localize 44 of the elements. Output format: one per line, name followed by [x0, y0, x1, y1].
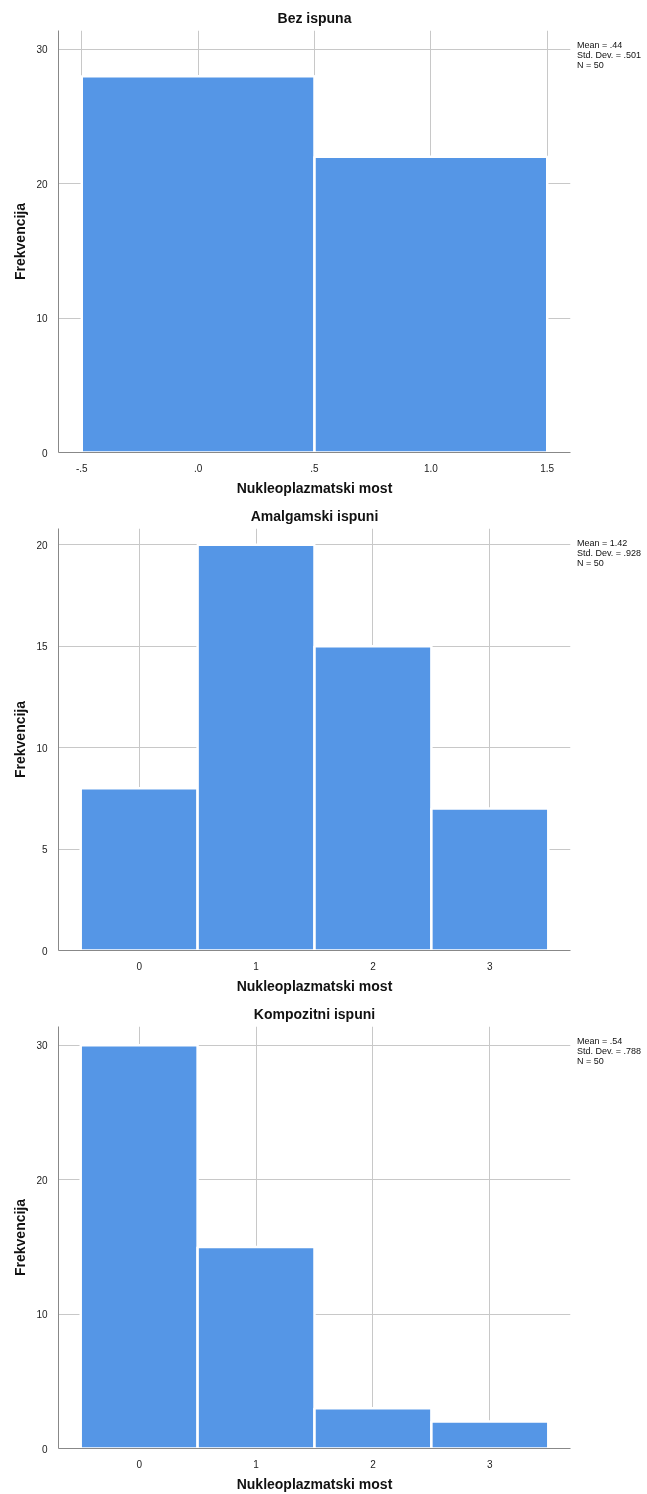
y-tick-label: 0 — [41, 447, 48, 459]
text: Mean = .44 — [577, 40, 624, 50]
x-tick-label: 3 — [487, 960, 494, 972]
y-tick-label: 15 — [36, 641, 48, 653]
y-tick-label: 10 — [36, 313, 48, 325]
y-tick-label: 30 — [36, 1040, 48, 1052]
chart-title: Kompozitni ispuni — [253, 1005, 376, 1022]
x-tick-label: 3 — [487, 1458, 494, 1470]
x-axis-title: Nukleoplazmatski most — [236, 977, 393, 994]
x-tick-label: 0 — [136, 1458, 143, 1470]
text: Std. Dev. = .788 — [577, 1046, 642, 1056]
y-tick-label: 20 — [36, 1174, 48, 1186]
x-tick-label: 1 — [253, 960, 260, 972]
y-tick-label: 10 — [36, 742, 48, 754]
x-axis-title: Nukleoplazmatski most — [236, 479, 393, 496]
y-tick-label: 0 — [41, 945, 48, 957]
x-axis-title: Nukleoplazmatski most — [236, 1475, 393, 1492]
text: Std. Dev. = .928 — [577, 548, 642, 558]
chart-title: Bez ispuna — [277, 9, 352, 26]
y-tick-label: 5 — [41, 844, 48, 856]
y-tick-label: 20 — [36, 178, 48, 190]
text: Mean = 1.42 — [577, 538, 629, 548]
text: N = 50 — [577, 558, 605, 568]
chart-title: Amalgamski ispuni — [250, 507, 379, 524]
x-tick-label: 0 — [136, 960, 143, 972]
text: Mean = .54 — [577, 1036, 624, 1046]
x-tick-label: .5 — [310, 462, 320, 474]
text: N = 50 — [577, 1056, 605, 1066]
y-tick-label: 10 — [36, 1309, 48, 1321]
x-tick-label: -.5 — [75, 462, 89, 474]
y-tick-label: 20 — [36, 539, 48, 551]
y-axis-title: Frekvencija — [12, 202, 29, 281]
y-axis-title: Frekvencija — [12, 1198, 29, 1277]
text: N = 50 — [577, 60, 605, 70]
text: Std. Dev. = .501 — [577, 50, 642, 60]
x-tick-label: 2 — [370, 960, 377, 972]
y-tick-label: 30 — [36, 44, 48, 56]
x-tick-label: 2 — [370, 1458, 377, 1470]
x-tick-label: 1.5 — [540, 462, 555, 474]
x-tick-label: .0 — [193, 462, 203, 474]
y-tick-label: 0 — [41, 1443, 48, 1455]
x-tick-label: 1 — [253, 1458, 260, 1470]
y-axis-title: Frekvencija — [12, 700, 29, 779]
x-tick-label: 1.0 — [423, 462, 439, 474]
